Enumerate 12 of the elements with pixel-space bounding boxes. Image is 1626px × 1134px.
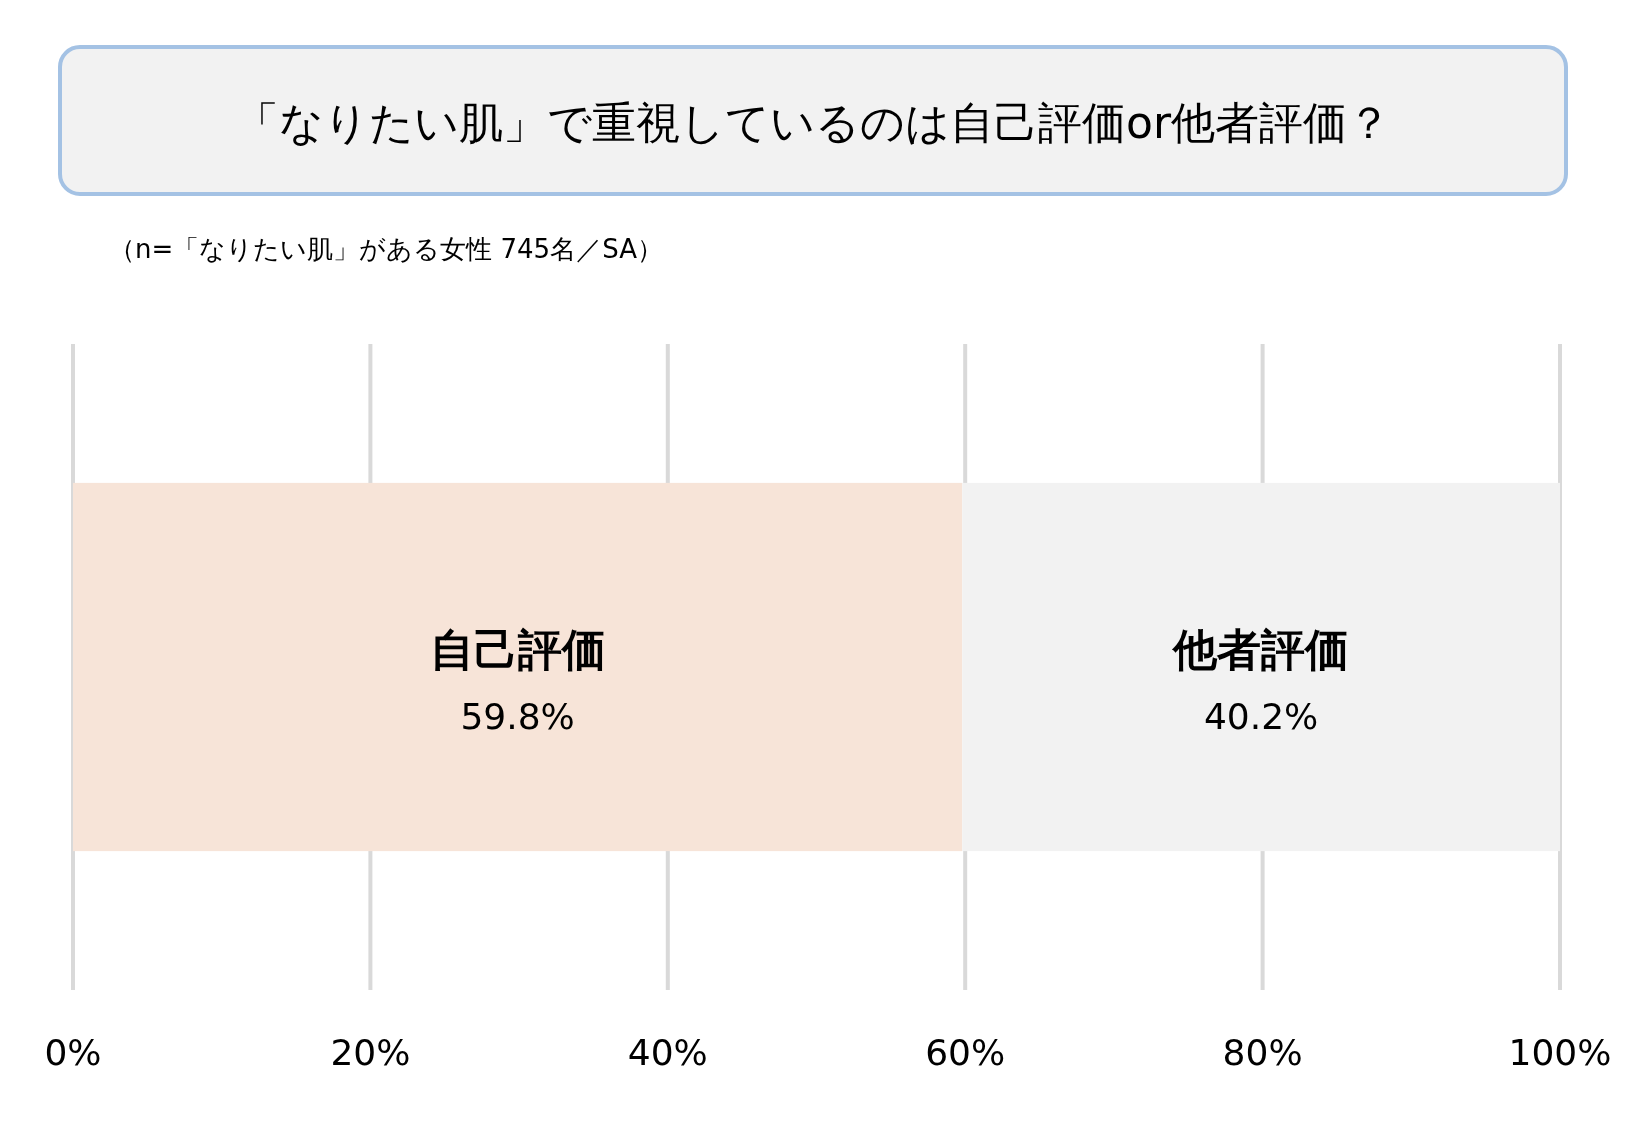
data-label: 59.8% bbox=[460, 696, 575, 737]
x-tick-label: 0% bbox=[44, 1032, 102, 1073]
chart-subtitle: （n=「なりたい肌」がある女性 745名／SA） bbox=[109, 234, 663, 264]
x-tick-label: 100% bbox=[1508, 1032, 1612, 1073]
x-tick-label: 80% bbox=[1222, 1032, 1303, 1073]
x-tick-label: 60% bbox=[925, 1032, 1006, 1073]
series-label: 他者評価 bbox=[1171, 624, 1350, 675]
x-tick-label: 20% bbox=[330, 1032, 411, 1073]
x-tick-label: 40% bbox=[627, 1032, 708, 1073]
chart-title: 「なりたい肌」で重視しているのは自己評価or他者評価？ bbox=[234, 97, 1392, 148]
data-label: 40.2% bbox=[1203, 696, 1319, 737]
series-label: 自己評価 bbox=[429, 624, 606, 675]
